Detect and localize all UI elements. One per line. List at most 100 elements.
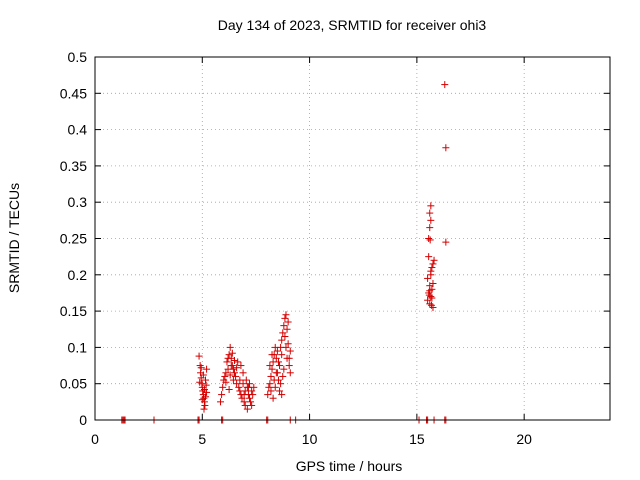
data-point: [282, 343, 290, 351]
y-tick-label: 0.05: [60, 376, 87, 392]
data-point: [282, 311, 290, 319]
data-point: [266, 362, 274, 370]
data-point: [242, 376, 250, 384]
data-point: [441, 81, 449, 89]
x-axis-label: GPS time / hours: [296, 458, 403, 474]
data-point: [201, 401, 209, 409]
y-tick-labels: 0 0.05 0.1 0.15 0.2 0.25 0.3 0.35 0.4 0.45 0.5: [60, 49, 87, 428]
data-point: [426, 236, 434, 244]
data-point: [442, 238, 450, 246]
data-point: [427, 202, 435, 210]
y-tick-label: 0: [79, 412, 87, 428]
data-point: [267, 387, 275, 395]
data-point: [200, 405, 208, 413]
data-point: [273, 347, 281, 355]
data-point: [266, 380, 274, 388]
data-point: [269, 394, 277, 402]
data-point: [429, 260, 437, 268]
data-point: [265, 383, 273, 391]
data-point: [426, 224, 434, 232]
data-point: [246, 394, 253, 402]
data-point: [280, 365, 288, 373]
data-point: [278, 336, 286, 344]
data-point: [226, 343, 234, 351]
data-point: [238, 394, 246, 402]
data-point: [240, 391, 248, 399]
y-tick-label: 0.45: [60, 85, 87, 101]
data-point: [239, 380, 247, 388]
y-axis-label: SRMTID / TECUs: [6, 183, 22, 293]
data-point: [241, 401, 249, 409]
x-tick-label: 20: [516, 431, 532, 447]
y-tick-label: 0.4: [68, 122, 88, 138]
data-point: [284, 318, 292, 326]
data-point: [428, 264, 436, 272]
data-point: [232, 372, 240, 380]
data-point: [203, 388, 211, 396]
data-point: [429, 280, 437, 288]
data-point: [424, 296, 432, 304]
data-point: [217, 398, 225, 406]
x-tick-label: 0: [91, 431, 99, 447]
data-point: [234, 358, 242, 366]
data-point: [279, 329, 287, 337]
y-tick-label: 0.1: [68, 339, 88, 355]
data-point: [202, 381, 210, 389]
data-point: [264, 391, 272, 399]
chart-title: Day 134 of 2023, SRMTID for receiver ohi…: [218, 17, 487, 33]
grid-lines: [95, 57, 610, 420]
data-point: [430, 256, 438, 264]
data-point: [272, 369, 280, 377]
data-point: [241, 387, 249, 395]
data-point: [268, 365, 276, 373]
data-point: [425, 235, 433, 242]
data-point: [425, 253, 433, 261]
data-point: [426, 209, 434, 217]
data-point: [226, 371, 234, 379]
data-point: [202, 376, 210, 384]
data-point: [225, 386, 233, 394]
data-point: [286, 347, 294, 355]
data-point: [278, 391, 286, 399]
x-tick-label: 15: [409, 431, 425, 447]
data-point: [424, 274, 432, 282]
data-point: [426, 300, 434, 308]
data-point: [280, 322, 288, 330]
data-point: [427, 293, 435, 301]
data-point: [427, 216, 435, 224]
x-tick-label: 10: [302, 431, 318, 447]
y-tick-label: 0.35: [60, 158, 87, 174]
y-tick-label: 0.5: [68, 49, 88, 65]
data-point: [199, 387, 207, 395]
data-point: [200, 394, 208, 402]
data-point: [225, 351, 233, 359]
data-point: [237, 362, 245, 370]
data-point: [442, 144, 450, 152]
data-point: [196, 378, 204, 386]
y-tick-label: 0.3: [68, 194, 88, 210]
data-point: [247, 398, 255, 406]
data-point: [279, 372, 287, 380]
data-point: [248, 401, 256, 409]
data-point: [271, 383, 279, 391]
data-point: [222, 378, 230, 386]
data-point: [233, 380, 241, 388]
data-point: [228, 349, 236, 357]
data-point: [239, 369, 247, 377]
data-point: [277, 380, 285, 388]
y-tick-label: 0.15: [60, 303, 87, 319]
data-point: [198, 396, 206, 404]
data-point: [244, 383, 252, 391]
data-point: [281, 314, 289, 322]
data-point: [427, 267, 435, 275]
data-point: [230, 369, 238, 377]
data-point: [278, 351, 286, 359]
data-points: [118, 81, 450, 424]
data-point: [286, 369, 294, 377]
data-point: [236, 376, 244, 384]
data-point: [224, 365, 232, 373]
y-tick-label: 0.2: [68, 267, 88, 283]
data-point: [219, 383, 227, 391]
data-point: [199, 371, 207, 379]
